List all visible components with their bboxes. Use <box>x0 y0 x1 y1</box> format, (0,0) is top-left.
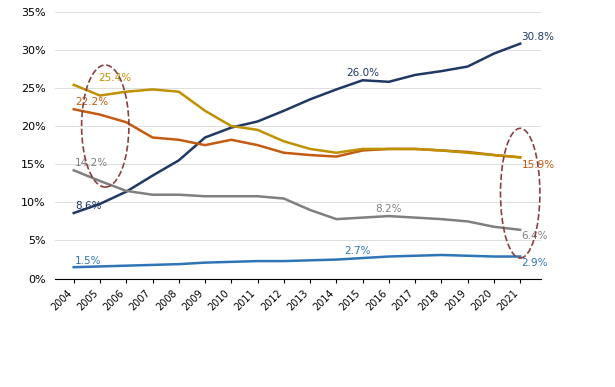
Text: 2.7%: 2.7% <box>344 246 371 256</box>
Text: 1.5%: 1.5% <box>75 256 101 265</box>
Text: 26.0%: 26.0% <box>346 68 379 78</box>
Text: 15.9%: 15.9% <box>522 159 555 170</box>
Text: 25.4%: 25.4% <box>98 73 132 82</box>
Text: 6.4%: 6.4% <box>522 231 548 241</box>
Text: 22.2%: 22.2% <box>75 97 108 107</box>
Text: 30.8%: 30.8% <box>522 32 555 42</box>
Text: 2.9%: 2.9% <box>522 258 548 268</box>
Text: 8.6%: 8.6% <box>75 201 101 211</box>
Text: 14.2%: 14.2% <box>75 158 108 168</box>
Text: 8.2%: 8.2% <box>376 204 402 214</box>
